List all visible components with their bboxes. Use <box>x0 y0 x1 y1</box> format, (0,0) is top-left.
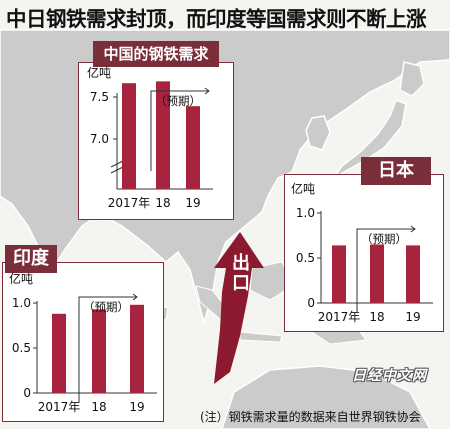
china-chart-title: 中国的钢铁需求 <box>93 41 219 67</box>
china-forecast-bracket <box>150 90 209 171</box>
india-forecast-bracket <box>78 296 137 403</box>
japan-forecast-bracket <box>356 228 415 313</box>
japan-y-tick-label: 0.5 <box>296 251 315 265</box>
japan-y-tick-label: 1.0 <box>296 206 315 220</box>
india-y-tick-label: 1.0 <box>12 296 31 310</box>
australia <box>221 365 431 429</box>
japan-x-tick-label: 18 <box>369 310 384 324</box>
japan-unit-label: 亿吨 <box>291 181 315 196</box>
china-x-tick-label: 2017年 <box>108 196 151 210</box>
japan-x-tick-label: 19 <box>405 310 420 324</box>
china-bar <box>122 83 136 189</box>
japan-bar <box>332 245 346 303</box>
borneo <box>249 261 293 301</box>
india-y-tick-label: 0.5 <box>12 341 31 355</box>
india-chart: 亿吨 1.0 0.5 0 2017年 18 19 （预期） <box>9 271 157 414</box>
japan-forecast-arrowhead <box>410 225 416 233</box>
china-x-tick-label: 18 <box>155 196 170 210</box>
india-y-tick-label: 0 <box>23 386 31 400</box>
india-x-tick-label: 18 <box>91 400 106 414</box>
japan-x-tick-label: 2017年 <box>318 310 361 324</box>
india-x-tick-label: 2017年 <box>38 400 81 414</box>
china-forecast-label: （预期） <box>155 94 201 108</box>
china-y-tick-label: 7.5 <box>90 90 109 104</box>
india-forecast-label: （预期） <box>83 300 129 314</box>
java <box>239 331 283 343</box>
korea-peninsula <box>305 115 331 151</box>
india-x-tick-label: 19 <box>129 400 144 414</box>
japan-bar <box>370 244 384 303</box>
china-forecast-arrowhead <box>204 87 210 95</box>
china-steel-demand-panel: 中国的钢铁需求 亿吨 7.5 7.0 2017年 18 19 （预期） <box>78 41 234 220</box>
japan-y-tick-label: 0 <box>307 296 315 310</box>
headline: 中日钢铁需求封顶，而印度等国需求则不断上涨 <box>6 7 427 31</box>
china-axis-break <box>110 160 124 174</box>
china-y-tick-label: 7.0 <box>90 132 109 146</box>
india-chart-title: 印度 <box>5 245 57 273</box>
japan-bar <box>406 245 420 303</box>
china-x-tick-label: 19 <box>185 196 200 210</box>
india-forecast-arrowhead <box>132 293 138 301</box>
export-label: 出口 <box>232 253 250 294</box>
china-unit-label: 亿吨 <box>87 65 111 80</box>
export-arrow <box>214 232 264 384</box>
china-bar <box>186 106 200 189</box>
india-bar <box>92 309 106 393</box>
japan-forecast-label: （预期） <box>361 232 407 246</box>
india-bar <box>52 313 66 393</box>
japan-steel-demand-panel: 日本 亿吨 1.0 0.5 0 2017年 18 19 （预期） <box>284 157 444 332</box>
china-chart: 亿吨 7.5 7.0 2017年 18 19 （预期） <box>87 65 213 210</box>
india-bar <box>130 304 144 393</box>
india-unit-label: 亿吨 <box>9 271 33 286</box>
india-steel-demand-panel: 印度 亿吨 1.0 0.5 0 2017年 18 19 （预期） <box>2 245 164 422</box>
footnote: (注）钢铁需求量的数据来自世界钢铁协会 <box>200 410 421 424</box>
china-bar <box>156 81 170 189</box>
japan-chart-title: 日本 <box>361 157 431 185</box>
watermark: 日经中文网 <box>352 368 427 384</box>
